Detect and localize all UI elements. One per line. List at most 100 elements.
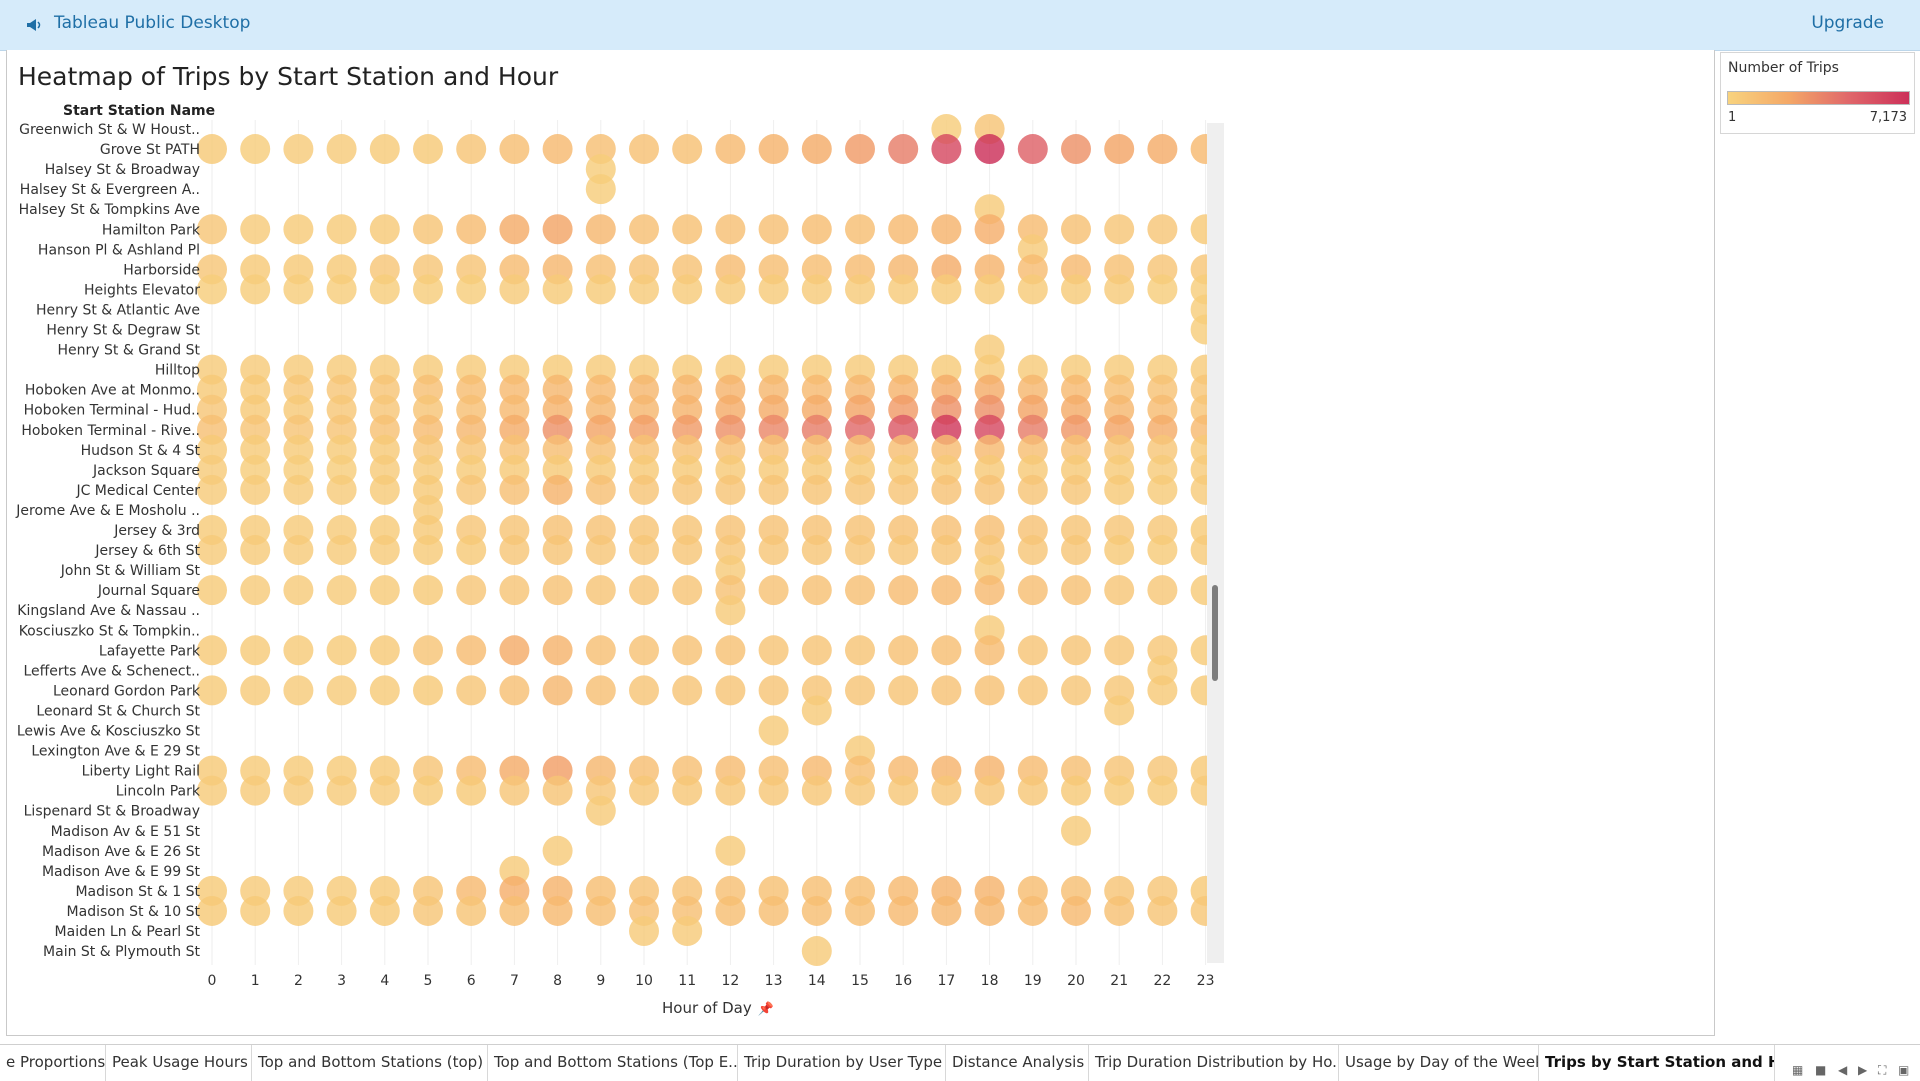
- upgrade-link[interactable]: Upgrade: [1811, 13, 1884, 33]
- heatmap-mark[interactable]: [1017, 575, 1048, 606]
- prev-sheet-icon[interactable]: ◀: [1838, 1063, 1848, 1077]
- heatmap-mark[interactable]: [326, 575, 357, 606]
- heatmap-mark[interactable]: [240, 535, 271, 566]
- heatmap-mark[interactable]: [758, 775, 789, 806]
- heatmap-mark[interactable]: [758, 575, 789, 606]
- heatmap-mark[interactable]: [672, 635, 703, 666]
- station-label[interactable]: Hoboken Ave at Monmo..: [25, 383, 200, 399]
- heatmap-mark[interactable]: [326, 214, 357, 245]
- heatmap-mark[interactable]: [542, 535, 573, 566]
- heatmap-mark[interactable]: [845, 214, 875, 245]
- heatmap-mark[interactable]: [542, 675, 573, 706]
- heatmap-mark[interactable]: [758, 675, 789, 706]
- heatmap-mark[interactable]: [629, 916, 659, 946]
- heatmap-mark[interactable]: [1061, 675, 1091, 706]
- heatmap-mark[interactable]: [283, 635, 314, 666]
- heatmap-mark[interactable]: [499, 214, 530, 245]
- heatmap-mark[interactable]: [413, 635, 443, 666]
- scrollbar-thumb[interactable]: [1212, 585, 1218, 681]
- heatmap-mark[interactable]: [888, 675, 919, 706]
- heatmap-mark[interactable]: [413, 895, 443, 926]
- station-label[interactable]: Leonard St & Church St: [36, 703, 200, 719]
- heatmap-mark[interactable]: [413, 535, 443, 566]
- station-label[interactable]: Hoboken Terminal - Rive..: [21, 423, 200, 439]
- heatmap-mark[interactable]: [240, 274, 271, 305]
- heatmap-mark[interactable]: [585, 675, 616, 706]
- heatmap-mark[interactable]: [629, 134, 659, 165]
- heatmap-mark[interactable]: [585, 795, 616, 826]
- heatmap-mark[interactable]: [240, 214, 271, 245]
- heatmap-mark[interactable]: [1061, 895, 1091, 926]
- heatmap-mark[interactable]: [499, 575, 530, 606]
- pin-icon[interactable]: 📌: [757, 1002, 774, 1017]
- heatmap-mark[interactable]: [456, 575, 487, 606]
- heatmap-mark[interactable]: [197, 575, 227, 606]
- heatmap-mark[interactable]: [326, 274, 357, 305]
- heatmap-mark[interactable]: [499, 134, 530, 165]
- heatmap-mark[interactable]: [629, 214, 659, 245]
- heatmap-mark[interactable]: [1061, 214, 1091, 245]
- heatmap-mark[interactable]: [326, 535, 357, 566]
- heatmap-mark[interactable]: [715, 895, 746, 926]
- heatmap-mark[interactable]: [197, 895, 227, 926]
- station-label[interactable]: Liberty Light Rail: [82, 764, 200, 780]
- heatmap-mark[interactable]: [1104, 635, 1135, 666]
- heatmap-mark[interactable]: [585, 214, 616, 245]
- heatmap-mark[interactable]: [499, 675, 530, 706]
- heatmap-mark[interactable]: [240, 775, 271, 806]
- station-label[interactable]: Henry St & Atlantic Ave: [36, 302, 200, 318]
- station-label[interactable]: Henry St & Grand St: [58, 343, 201, 359]
- heatmap-mark[interactable]: [888, 274, 919, 305]
- heatmap-mark[interactable]: [369, 635, 400, 666]
- heatmap-mark[interactable]: [629, 535, 659, 566]
- heatmap-mark[interactable]: [888, 134, 919, 165]
- station-label[interactable]: Jackson Square: [92, 463, 200, 479]
- heatmap-mark[interactable]: [1061, 635, 1091, 666]
- heatmap-mark[interactable]: [585, 635, 616, 666]
- heatmap-mark[interactable]: [888, 895, 919, 926]
- heatmap-mark[interactable]: [715, 595, 746, 626]
- heatmap-mark[interactable]: [456, 535, 487, 566]
- heatmap-mark[interactable]: [413, 775, 443, 806]
- heatmap-mark[interactable]: [1017, 274, 1048, 305]
- heatmap-mark[interactable]: [456, 895, 487, 926]
- heatmap-mark[interactable]: [801, 936, 832, 967]
- heatmap-mark[interactable]: [974, 134, 1005, 165]
- heatmap-mark[interactable]: [672, 916, 703, 946]
- heatmap-mark[interactable]: [931, 274, 962, 305]
- heatmap-mark[interactable]: [456, 214, 487, 245]
- station-label[interactable]: Journal Square: [97, 583, 200, 599]
- heatmap-mark[interactable]: [197, 775, 227, 806]
- station-label[interactable]: Heights Elevator: [84, 282, 200, 298]
- station-label[interactable]: Halsey St & Evergreen A..: [20, 182, 200, 198]
- heatmap-mark[interactable]: [672, 675, 703, 706]
- heatmap-mark[interactable]: [499, 775, 530, 806]
- fullscreen-icon[interactable]: ⛶: [1878, 1063, 1887, 1077]
- station-label[interactable]: Henry St & Degraw St: [46, 323, 200, 339]
- heatmap-mark[interactable]: [758, 134, 789, 165]
- heatmap-mark[interactable]: [758, 535, 789, 566]
- heatmap-mark[interactable]: [240, 134, 271, 165]
- heatmap-mark[interactable]: [326, 895, 357, 926]
- heatmap-mark[interactable]: [1147, 134, 1178, 165]
- heatmap-mark[interactable]: [888, 214, 919, 245]
- heatmap-mark[interactable]: [845, 675, 875, 706]
- heatmap-mark[interactable]: [197, 274, 227, 305]
- heatmap-mark[interactable]: [283, 274, 314, 305]
- heatmap-mark[interactable]: [326, 134, 357, 165]
- heatmap-mark[interactable]: [369, 895, 400, 926]
- heatmap-mark[interactable]: [456, 274, 487, 305]
- heatmap-mark[interactable]: [931, 214, 962, 245]
- heatmap-mark[interactable]: [585, 535, 616, 566]
- heatmap-mark[interactable]: [542, 635, 573, 666]
- heatmap-mark[interactable]: [629, 635, 659, 666]
- heatmap-mark[interactable]: [1104, 895, 1135, 926]
- heatmap-mark[interactable]: [715, 214, 746, 245]
- heatmap-mark[interactable]: [240, 635, 271, 666]
- station-label[interactable]: Madison Ave & E 99 St: [42, 864, 201, 880]
- heatmap-mark[interactable]: [801, 134, 832, 165]
- heatmap-mark[interactable]: [758, 474, 789, 505]
- heatmap-mark[interactable]: [888, 535, 919, 566]
- station-label[interactable]: Hoboken Terminal - Hud..: [24, 403, 200, 419]
- heatmap-mark[interactable]: [845, 895, 875, 926]
